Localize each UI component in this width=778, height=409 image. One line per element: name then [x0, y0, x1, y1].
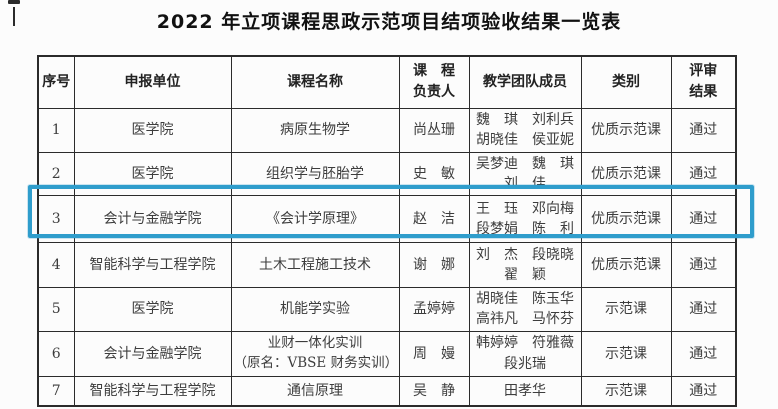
table-row: 1 医学院 病原生物学 尚丛珊 魏 琪 刘利兵 胡晓佳 侯亚妮 优质示范课 通过: [37, 107, 737, 153]
table-row: 6 会计与金融学院 业财一体化实训 （原名：VBSE 财务实训） 周 嫚 韩婷婷…: [37, 330, 737, 377]
cell-result: 通过: [670, 287, 737, 332]
cell-category: 优质示范课: [580, 107, 672, 153]
cell-unit: 医学院: [73, 107, 232, 153]
cell-leader: 周 嫚: [398, 330, 470, 377]
cell-team: 田孝华: [468, 375, 582, 407]
cell-category: 示范课: [580, 330, 672, 377]
header-category: 类别: [580, 55, 672, 109]
cell-unit: 医学院: [73, 287, 232, 332]
header-leader: 课 程 负责人: [398, 55, 470, 109]
cell-team: 魏 琪 刘利兵 胡晓佳 侯亚妮: [468, 107, 582, 153]
header-result: 评审 结果: [670, 55, 737, 109]
cell-unit: 会计与金融学院: [73, 330, 232, 377]
cell-course: 土木工程施工技术: [230, 242, 400, 289]
cell-team: 吴梦迪 魏 琪 刘 佳: [468, 151, 582, 197]
cell-leader: 谢 娜: [398, 242, 470, 289]
cell-course: 组织学与胚胎学: [230, 151, 400, 197]
cell-team: 胡晓佳 陈玉华 高祎凡 马怀芬: [468, 287, 582, 332]
header-unit: 申报单位: [73, 55, 232, 109]
cell-team: 刘 杰 段晓晓 翟 颖: [468, 242, 582, 289]
header-no: 序号: [37, 55, 75, 109]
cell-unit: 智能科学与工程学院: [73, 242, 232, 289]
cell-result: 通过: [670, 107, 737, 153]
header-team: 教学团队成员: [468, 55, 582, 109]
cell-unit: 会计与金融学院: [73, 195, 232, 244]
results-table: 序号 申报单位 课程名称 课 程 负责人 教学团队成员 类别 评审 结果 1 医…: [37, 55, 737, 408]
cell-course: 病原生物学: [230, 107, 400, 153]
cell-leader: 孟婷婷: [398, 287, 470, 332]
page-edge-artifact-bar: [13, 7, 15, 26]
cell-no: 3: [37, 195, 75, 244]
cell-course: 通信原理: [230, 375, 400, 407]
cell-unit: 智能科学与工程学院: [73, 375, 232, 407]
table-header-row: 序号 申报单位 课程名称 课 程 负责人 教学团队成员 类别 评审 结果: [37, 55, 737, 109]
cell-category: 优质示范课: [580, 195, 672, 244]
table-row: 2 医学院 组织学与胚胎学 史 敏 吴梦迪 魏 琪 刘 佳 优质示范课 通过: [37, 151, 737, 197]
table-row-highlighted: 3 会计与金融学院 《会计学原理》 赵 洁 王 珏 邓向梅 段梦娟 陈 利 优质…: [37, 195, 737, 244]
cell-no: 4: [37, 242, 75, 289]
page-edge-artifact: [8, 0, 20, 4]
cell-no: 6: [37, 330, 75, 377]
cell-no: 5: [37, 287, 75, 332]
cell-course: 业财一体化实训 （原名：VBSE 财务实训）: [230, 330, 400, 377]
cell-course: 《会计学原理》: [230, 195, 400, 244]
cell-result: 通过: [670, 242, 737, 289]
cell-leader: 吴 静: [398, 375, 470, 407]
cell-result: 通过: [670, 375, 737, 407]
cell-result: 通过: [670, 195, 737, 244]
cell-category: 优质示范课: [580, 151, 672, 197]
cell-course: 机能学实验: [230, 287, 400, 332]
cell-team: 韩婷婷 符雅薇 段兆瑞: [468, 330, 582, 377]
cell-leader: 史 敏: [398, 151, 470, 197]
header-course: 课程名称: [230, 55, 400, 109]
cell-no: 2: [37, 151, 75, 197]
page-title: 2022 年立项课程思政示范项目结项验收结果一览表: [156, 11, 622, 33]
cell-category: 示范课: [580, 375, 672, 407]
cell-no: 1: [37, 107, 75, 153]
cell-team: 王 珏 邓向梅 段梦娟 陈 利: [468, 195, 582, 244]
cell-category: 示范课: [580, 287, 672, 332]
cell-no: 7: [37, 375, 75, 407]
cell-category: 优质示范课: [580, 242, 672, 289]
table-row: 7 智能科学与工程学院 通信原理 吴 静 田孝华 示范课 通过: [37, 375, 737, 407]
cell-result: 通过: [670, 151, 737, 197]
cell-result: 通过: [670, 330, 737, 377]
table-row: 4 智能科学与工程学院 土木工程施工技术 谢 娜 刘 杰 段晓晓 翟 颖 优质示…: [37, 242, 737, 289]
cell-leader: 赵 洁: [398, 195, 470, 244]
cell-leader: 尚丛珊: [398, 107, 470, 153]
cell-unit: 医学院: [73, 151, 232, 197]
table-row: 5 医学院 机能学实验 孟婷婷 胡晓佳 陈玉华 高祎凡 马怀芬 示范课 通过: [37, 287, 737, 332]
